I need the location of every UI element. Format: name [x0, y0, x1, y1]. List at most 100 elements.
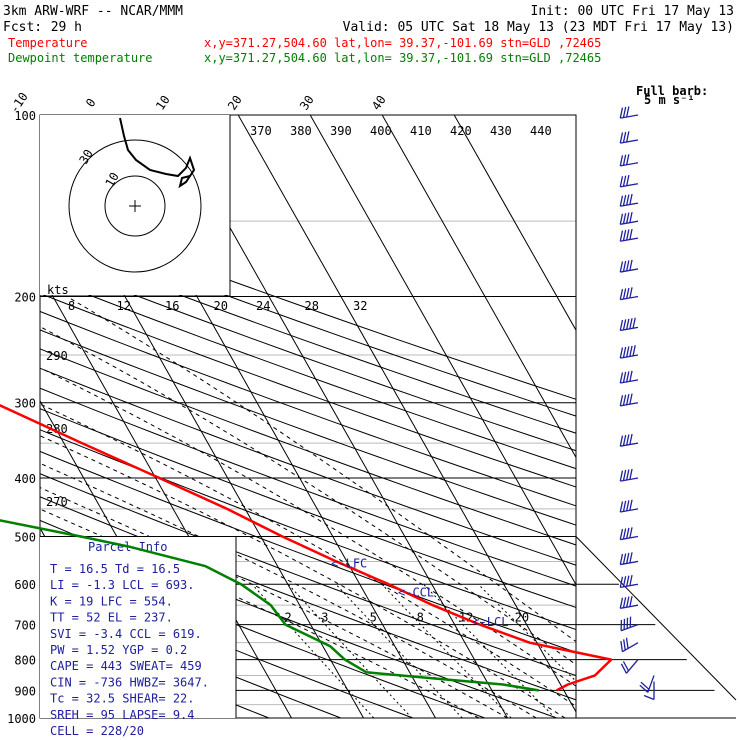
wind-barb-staff — [620, 139, 639, 144]
parcel-panel-background — [40, 537, 236, 718]
wind-barb — [619, 468, 639, 482]
wind-barb-flag — [629, 393, 633, 405]
pressure-tick-label: 1000 — [7, 712, 36, 726]
hodograph-trace — [119, 117, 196, 189]
temperature-location: x,y=371.27,504.60 lat,lon= 39.37,-101.69… — [204, 36, 601, 50]
wind-barb-flag — [626, 318, 630, 330]
wind-barb — [619, 175, 639, 188]
wind-barbs — [619, 106, 655, 701]
parcel-info-row: CAPE = 443 SWEAT= 459 — [50, 659, 202, 673]
speed-label: 32 — [353, 299, 367, 313]
wind-barb-flag — [626, 229, 630, 241]
dry-adiabat — [40, 310, 576, 507]
wind-barb-flag — [623, 639, 626, 651]
wind-barb-flag — [626, 194, 630, 206]
wind-barb-flag — [619, 230, 624, 242]
wind-barb-flag — [619, 372, 624, 384]
wind-barb-flag — [626, 287, 630, 299]
wind-barb-flag — [625, 637, 629, 649]
parcel-info-row: Tc = 32.5 SHEAR= 22. — [50, 692, 195, 706]
wind-barb-staff — [620, 442, 639, 447]
wind-barb — [619, 345, 639, 359]
wind-barb-staff — [620, 220, 639, 225]
theta-label: 280 — [46, 422, 68, 436]
parcel-info-row: PW = 1.52 YGP = 0.2 — [50, 643, 187, 657]
init-time: Init: 00 UTC Fri 17 May 13 — [531, 4, 735, 19]
mixing-ratio-label: 20 — [515, 611, 529, 625]
wind-barb-flag — [629, 574, 633, 586]
wind-barb-flag — [619, 132, 624, 144]
wind-barb-flag — [622, 371, 627, 383]
isotherm-line — [237, 115, 576, 713]
theta-label: 420 — [450, 124, 472, 138]
wind-barb — [620, 616, 639, 632]
wind-barb — [619, 393, 639, 407]
pressure-tick-label: 300 — [14, 397, 36, 411]
theta-label: 380 — [290, 124, 312, 138]
wind-barb-staff — [620, 162, 639, 167]
dry-adiabat — [40, 569, 413, 718]
wind-barb — [619, 552, 639, 566]
level-annotations: <-EL<-LFC<-CCL<-LCL — [331, 556, 508, 629]
dry-adiabat — [40, 429, 576, 631]
wind-barb-flag — [629, 552, 633, 564]
wind-barb-flag — [622, 195, 627, 206]
hodograph-ring-label: 30 — [76, 147, 95, 167]
parcel-info-row: LI = -1.3 LCL = 693. — [50, 578, 195, 592]
hodograph-units: kts — [47, 283, 69, 297]
isotherm-line — [0, 115, 4, 718]
wind-barb — [619, 433, 639, 447]
parcel-info-row: SREH = 95 LAPSE= 9.4 — [50, 708, 195, 722]
isotherm-label: 20 — [225, 93, 245, 113]
wind-barb-flag — [622, 106, 627, 118]
pressure-tick-label: 600 — [14, 578, 36, 592]
wind-barb — [619, 595, 639, 609]
wind-barb-flag — [632, 317, 636, 329]
wind-barb-flag — [622, 131, 627, 143]
wind-barb-flag — [629, 259, 633, 271]
wind-barb — [619, 527, 639, 541]
wind-barb-flag — [629, 193, 633, 205]
wind-barb-flag — [629, 527, 633, 539]
wind-barb-flag — [626, 552, 630, 564]
wind-barb-flag — [626, 469, 630, 481]
wind-barb-flag — [626, 575, 630, 587]
wind-barb-flag — [626, 500, 630, 512]
speed-label: 24 — [256, 299, 270, 313]
parcel-info-row: T = 16.5 Td = 16.5 — [50, 562, 180, 576]
dry-adiabat — [40, 292, 576, 488]
wind-barb — [619, 193, 639, 207]
wind-barb-flag — [620, 640, 624, 652]
wind-barb-flag — [619, 107, 624, 119]
theta-label: 270 — [46, 495, 68, 509]
wind-barb-staff — [620, 379, 639, 384]
wind-barb-flag — [629, 211, 633, 223]
dry-adiabat — [40, 450, 576, 653]
wind-barb-flag — [643, 694, 655, 701]
speed-label: 20 — [214, 299, 228, 313]
isotherm-label: 30 — [297, 93, 317, 113]
dry-adiabat — [40, 208, 576, 400]
wind-barb — [619, 499, 639, 513]
wind-barb-flag — [632, 345, 636, 356]
mixing-ratio-label: 2 — [285, 611, 292, 625]
wind-barb — [619, 574, 639, 588]
wind-barb-flag — [619, 288, 624, 300]
fcst-label: Fcst: — [3, 20, 42, 35]
speed-label: 16 — [165, 299, 179, 313]
dry-adiabat — [40, 408, 576, 609]
wind-barb-flag — [626, 260, 630, 272]
wind-barb-staff — [620, 114, 639, 119]
header: 3km ARW-WRF -- NCAR/MMM Init: 00 UTC Fri… — [3, 4, 734, 65]
annotation-label: <-LCL — [472, 615, 508, 629]
wind-barb-flag — [619, 319, 624, 331]
mixing-ratio-label: 8 — [417, 611, 424, 625]
wind-barb-flag — [619, 155, 624, 167]
wind-barb-staff — [620, 508, 639, 513]
wind-barb — [643, 681, 655, 701]
wind-barb-flag — [622, 229, 627, 241]
pressure-tick-label: 800 — [14, 654, 36, 668]
temperature-profile — [0, 403, 613, 692]
wind-barb-flag — [626, 175, 630, 186]
